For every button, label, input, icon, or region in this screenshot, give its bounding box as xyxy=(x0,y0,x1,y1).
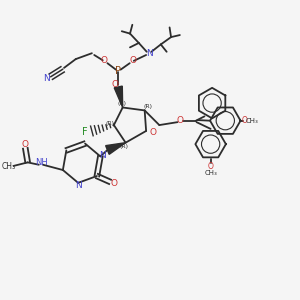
Text: CH₃: CH₃ xyxy=(1,162,15,171)
Text: O: O xyxy=(110,179,117,188)
Text: NH: NH xyxy=(35,158,48,167)
Polygon shape xyxy=(114,86,123,107)
Text: CH₃: CH₃ xyxy=(245,118,258,124)
Text: O: O xyxy=(242,116,247,125)
Text: CH₃: CH₃ xyxy=(204,170,217,176)
Text: (R): (R) xyxy=(143,103,152,109)
Text: (R): (R) xyxy=(118,101,127,106)
Text: N: N xyxy=(75,181,82,190)
Text: O: O xyxy=(208,162,214,171)
Text: O: O xyxy=(112,80,119,88)
Text: O: O xyxy=(22,140,29,149)
Text: N: N xyxy=(146,49,152,58)
Text: (R): (R) xyxy=(106,121,115,125)
Text: (R): (R) xyxy=(120,144,129,149)
Text: O: O xyxy=(150,128,157,137)
Text: P: P xyxy=(115,66,121,76)
Text: O: O xyxy=(176,116,183,125)
Polygon shape xyxy=(106,143,126,154)
Text: F: F xyxy=(82,128,87,137)
Text: N: N xyxy=(43,74,50,83)
Text: N: N xyxy=(99,151,106,160)
Text: O: O xyxy=(100,56,107,65)
Text: O: O xyxy=(129,56,137,65)
